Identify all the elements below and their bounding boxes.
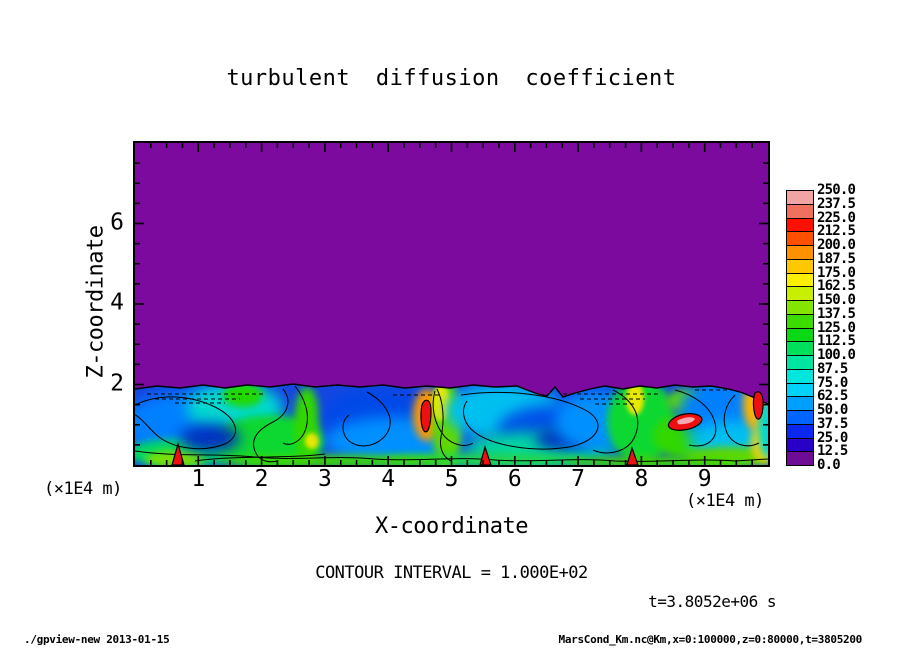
colorbar-label: 100.0 [817, 347, 856, 363]
y-tick-label: 2 [110, 370, 124, 397]
contour-line [674, 389, 717, 447]
colorbar-label: 50.0 [817, 402, 848, 418]
colorbar-box [787, 301, 813, 315]
contour-line [460, 391, 599, 450]
heatmap-field [135, 143, 768, 465]
colorbar-label: 12.5 [817, 443, 848, 460]
colorbar-box [787, 411, 813, 425]
colorbar-label: 25.0 [817, 429, 848, 446]
colorbar-box [787, 314, 813, 329]
colorbar-label: 75.0 [817, 374, 848, 391]
contour-line [432, 390, 474, 446]
colorbar-box [787, 342, 813, 356]
colorbar-box [787, 397, 813, 411]
colorbar-box [787, 438, 813, 453]
colorbar [786, 190, 814, 466]
colorbar-label: 150.0 [817, 292, 856, 308]
contour-interval-note: CONTOUR INTERVAL = 1.000E+02 [315, 563, 588, 583]
contour-line [436, 388, 452, 462]
colorbar-label: 225.0 [817, 209, 856, 226]
max-value-blob [171, 441, 185, 465]
colorbar-label: 0.0 [817, 457, 841, 473]
x-tick-label: 2 [254, 466, 269, 492]
x-tick-label: 9 [697, 466, 712, 492]
colorbar-box [787, 218, 813, 233]
y-tick-label: 4 [110, 289, 124, 316]
colorbar-box [787, 452, 813, 465]
colorbar-box [787, 369, 813, 384]
colorbar-box [787, 246, 813, 260]
field-blob [626, 383, 644, 415]
footer-file-info: MarsCond_Km.nc@Km,x=0:100000,z=0:80000,t… [558, 633, 863, 646]
contour-line [723, 394, 760, 447]
colorbar-label: 200.0 [817, 237, 856, 253]
max-value-blob [420, 399, 432, 433]
field-blob [215, 455, 455, 465]
contour-line [282, 385, 308, 445]
field-blob [180, 424, 240, 452]
y-tick-label: 6 [110, 209, 124, 236]
contour-line [194, 453, 326, 462]
colorbar-box [787, 232, 813, 246]
colorbar-label: 162.5 [817, 278, 856, 295]
colorbar-label: 212.5 [817, 223, 856, 240]
colorbar-box [787, 328, 813, 343]
colorbar-label: 137.5 [817, 305, 856, 322]
zero-value-region [135, 143, 768, 404]
x-tick-label: 4 [381, 466, 396, 492]
max-value-blob [626, 446, 639, 465]
contour-line [592, 389, 639, 454]
colorbar-label: 62.5 [817, 388, 848, 405]
x-tick-label: 7 [571, 466, 586, 492]
colorbar-label: 125.0 [817, 319, 856, 336]
time-annotation: t=3.8052e+06 s [648, 592, 776, 611]
colorbar-box [787, 356, 813, 370]
x-tick-label: 8 [634, 466, 649, 492]
colorbar-label: 187.5 [817, 250, 856, 267]
colorbar-label: 175.0 [817, 264, 856, 281]
colorbar-label: 237.5 [817, 195, 856, 212]
layer-top-contour [135, 383, 768, 405]
x-tick-label: 3 [317, 466, 332, 492]
field-blob [305, 433, 319, 449]
contour-line [135, 396, 237, 450]
colorbar-box [787, 424, 813, 439]
contour-line [342, 391, 391, 447]
footer-command: ./gpview-new 2013-01-15 [24, 633, 170, 646]
colorbar-label: 37.5 [817, 415, 848, 432]
colorbar-label: 250.0 [817, 182, 856, 198]
colorbar-box [787, 259, 813, 274]
colorbar-label: 112.5 [817, 333, 856, 350]
contour-line [253, 388, 289, 463]
colorbar-box [787, 273, 813, 288]
y-axis-unit: (×1E4 m) [44, 479, 122, 499]
field-blob [223, 383, 263, 407]
x-tick-label: 5 [444, 466, 459, 492]
colorbar-box [787, 383, 813, 398]
colorbar-box [787, 204, 813, 219]
plot-area [133, 141, 770, 467]
colorbar-box [787, 191, 813, 205]
max-value-blob [752, 391, 764, 420]
x-axis-unit: (×1E4 m) [686, 491, 764, 511]
colorbar-label: 87.5 [817, 360, 848, 377]
x-tick-label: 1 [191, 466, 206, 492]
colorbar-box [787, 287, 813, 301]
x-axis-label: X-coordinate [375, 514, 528, 539]
max-value-core [677, 417, 695, 425]
x-tick-label: 6 [507, 466, 522, 492]
chart-title: turbulent diffusion coefficient [226, 66, 677, 91]
